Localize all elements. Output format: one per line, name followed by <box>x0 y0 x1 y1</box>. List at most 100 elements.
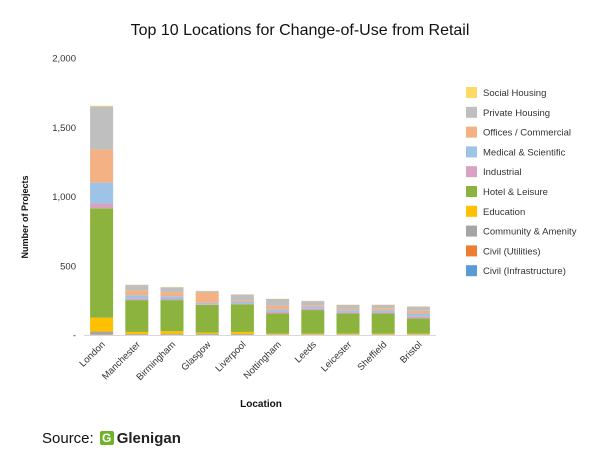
bar-segment <box>301 306 325 309</box>
bar-segment <box>195 302 219 305</box>
bar-segment <box>266 309 290 312</box>
bar-segment <box>301 333 325 335</box>
bar-segment <box>195 304 219 333</box>
bar-segment <box>160 287 184 293</box>
bar-segment <box>406 310 430 314</box>
y-tick-label: 2,000 <box>52 54 76 65</box>
source-credit: Source: G Glenigan <box>42 427 181 449</box>
bar-segment <box>160 331 184 335</box>
glenigan-logo-icon: G <box>99 431 114 445</box>
glenigan-logo-text: Glenigan <box>116 429 181 447</box>
bar-segment <box>160 334 184 335</box>
bar-segment <box>406 316 430 319</box>
x-axis-label: Location <box>240 399 282 410</box>
bar-segment <box>301 305 325 307</box>
bar-segment <box>125 290 149 296</box>
bar-segment <box>90 149 114 183</box>
bar-segment <box>371 308 395 311</box>
bar-segment <box>406 306 430 311</box>
bar-segment <box>125 331 149 335</box>
source-label: Source: <box>42 429 94 447</box>
legend-swatch <box>466 166 477 178</box>
bar-segment <box>336 304 360 309</box>
bar-segment <box>125 295 149 299</box>
bar-segment <box>266 305 290 310</box>
bar-segment <box>301 310 325 334</box>
bar-segment <box>371 313 395 334</box>
bar-segment <box>336 310 360 313</box>
bar-segment <box>230 300 254 302</box>
x-tick-label: Leicester <box>319 339 354 374</box>
bar-segment <box>90 182 114 204</box>
bar-segment <box>160 292 184 297</box>
bar-segment <box>230 304 254 332</box>
bar-segment <box>266 333 290 335</box>
legend-label: Industrial <box>483 167 522 178</box>
bar-segment <box>160 300 184 332</box>
bar-segment <box>195 334 219 335</box>
legend-label: Social Housing <box>483 88 546 99</box>
y-tick-label: 1,000 <box>52 192 76 203</box>
y-tick-label: 1,500 <box>52 123 76 134</box>
x-tick-label: Bristol <box>398 339 424 365</box>
legend-label: Community & Amenity <box>483 227 577 238</box>
bar-segment <box>230 303 254 305</box>
bar-segment <box>230 334 254 335</box>
bar-segment <box>195 332 219 335</box>
bar-segment <box>90 105 114 107</box>
bar-segment <box>371 333 395 335</box>
bar-segment <box>90 203 114 209</box>
y-axis-label: Number of Projects <box>20 175 30 258</box>
y-tick-label: 500 <box>60 261 76 272</box>
plot-area: -5001,0001,5002,000LondonManchesterBirmi… <box>52 54 436 383</box>
bar-segment <box>336 313 360 334</box>
legend-swatch <box>466 245 477 257</box>
bar-segment <box>266 313 290 334</box>
bar-segment <box>371 310 395 313</box>
bar-segment <box>266 298 290 306</box>
legend-swatch <box>466 205 477 217</box>
bar-segment <box>406 313 430 317</box>
bar-segment <box>125 298 149 301</box>
bar-segment <box>90 106 114 150</box>
bar-segment <box>301 308 325 311</box>
y-tick-label: - <box>73 331 76 342</box>
bar-segment <box>90 331 114 335</box>
bar-segment <box>90 208 114 318</box>
bar-segment <box>125 300 149 332</box>
bar-segment <box>90 317 114 332</box>
legend-label: Offices / Commercial <box>483 128 571 139</box>
legend-swatch <box>466 126 477 138</box>
x-tick-label: Nottingham <box>242 339 284 381</box>
legend-swatch <box>466 186 477 197</box>
bar-segment <box>301 301 325 306</box>
bar-segment <box>230 294 254 301</box>
bar-segment <box>125 334 149 335</box>
legend-label: Civil (Infrastructure) <box>483 266 566 277</box>
legend-swatch <box>466 87 477 98</box>
x-tick-label: Liverpool <box>213 339 248 374</box>
x-tick-label: Sheffield <box>356 339 390 373</box>
bar-segment <box>195 291 219 293</box>
chart-title: Top 10 Locations for Change-of-Use from … <box>131 22 470 39</box>
bar-segment <box>406 333 430 335</box>
legend-label: Hotel & Leisure <box>483 187 548 198</box>
bar-segment <box>195 292 219 303</box>
bar-segment <box>371 304 395 309</box>
legend: Social Housing Private Housing Offices / C… <box>466 87 577 277</box>
x-tick-label: London <box>78 339 108 369</box>
legend-label: Civil (Utilities) <box>483 246 541 257</box>
bar-segment <box>336 312 360 314</box>
bar-segment <box>160 296 184 299</box>
bar-segment <box>230 331 254 335</box>
legend-swatch <box>466 106 477 118</box>
bar-segment <box>160 298 184 301</box>
bar-segment <box>336 333 360 335</box>
bar-segment <box>266 311 290 314</box>
bar-segment <box>195 304 219 305</box>
legend-swatch <box>466 225 477 237</box>
bar-segment <box>371 312 395 314</box>
bar-segment <box>125 284 149 291</box>
legend-swatch <box>466 146 477 158</box>
